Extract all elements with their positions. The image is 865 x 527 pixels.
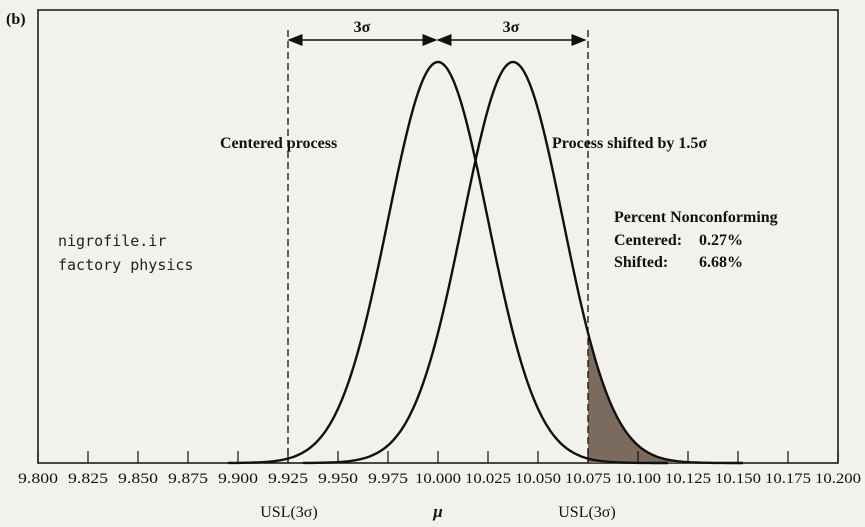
x-tick-label: 10.150 [715,471,761,487]
x-tick-label: 9.950 [318,471,358,487]
nonconforming-centered-value: 0.27% [699,232,743,249]
x-tick-label: 9.975 [368,471,408,487]
panel-label: (b) [6,11,26,28]
usl-label-right: USL(3σ) [558,504,616,521]
x-tick-label: 9.825 [68,471,108,487]
nonconforming-shifted-value: 6.68% [699,254,743,271]
x-tick-label: 10.000 [415,471,461,487]
x-tick-label: 10.050 [515,471,561,487]
usl-label-left: USL(3σ) [260,504,318,521]
shifted-process-label: Process shifted by 1.5σ [552,135,707,152]
shaded-tail-area [588,332,838,463]
x-tick-label: 9.800 [18,471,58,487]
x-tick-label: 10.200 [815,471,861,487]
centered-process-label: Centered process [220,135,337,152]
mu-label: μ [432,502,442,521]
span-label-left: 3σ [354,19,371,36]
x-tick-label: 10.125 [665,471,711,487]
watermark-line-1: nigrofile.ir [58,232,167,250]
x-tick-label: 9.925 [268,471,308,487]
watermark: nigrofile.ir factory physics [58,229,193,277]
nonconforming-shifted-label: Shifted: [614,254,668,271]
curve-shifted [303,60,743,465]
x-tick-label: 9.875 [168,471,208,487]
x-tick-label: 10.025 [465,471,511,487]
nonconforming-title: Percent Nonconforming [614,209,778,226]
x-tick-label: 9.900 [218,471,258,487]
x-tick-label: 9.850 [118,471,158,487]
span-label-right: 3σ [503,19,520,36]
nonconforming-centered-label: Centered: [614,232,682,249]
x-tick-label: 10.100 [615,471,661,487]
curve-centered [228,60,668,465]
x-tick-label: 10.175 [765,471,811,487]
x-tick-label: 10.075 [565,471,611,487]
watermark-line-2: factory physics [58,256,194,274]
